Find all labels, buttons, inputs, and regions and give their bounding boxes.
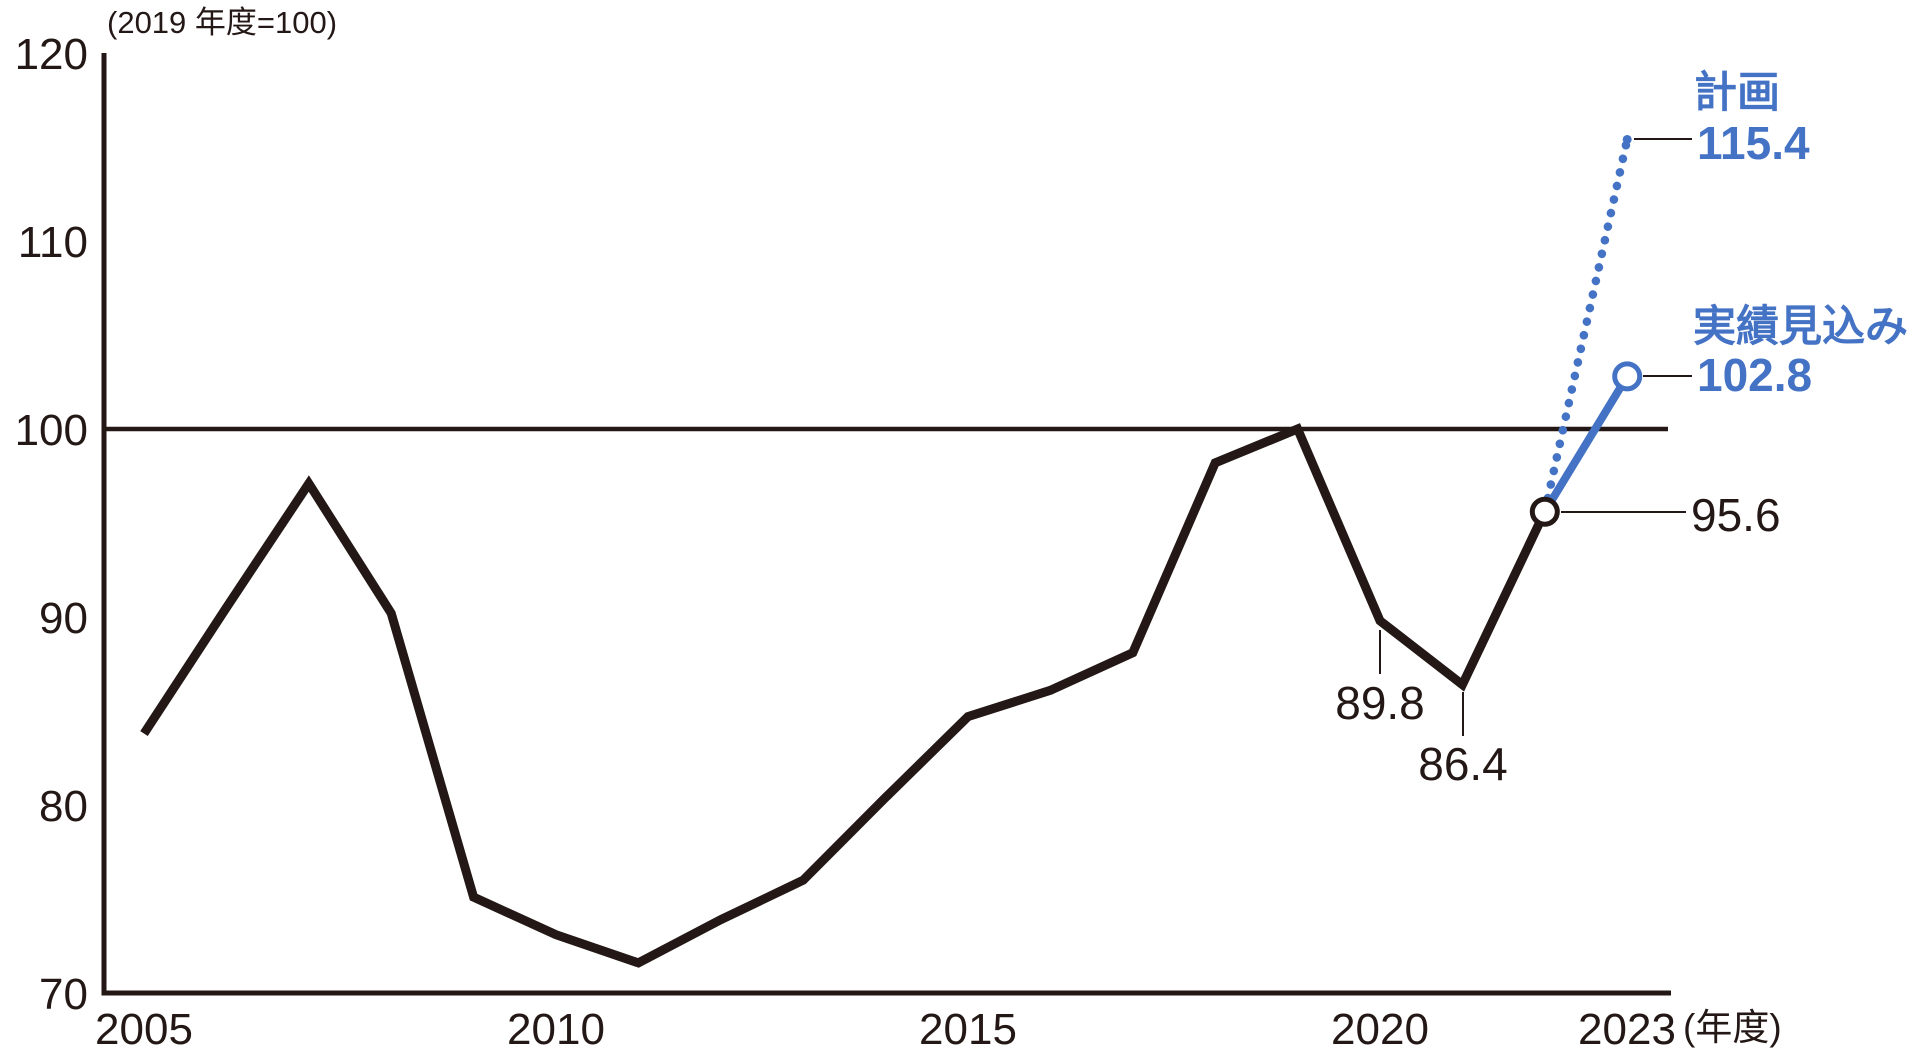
annotation-2020-value: 89.8 <box>1335 677 1425 729</box>
series-line-実績見込み <box>1541 374 1631 514</box>
annotation-2021-value: 86.4 <box>1418 738 1508 790</box>
ytick-120: 120 <box>15 30 88 79</box>
marker-layer <box>1529 134 1643 527</box>
ytick-80: 80 <box>39 782 88 831</box>
marker-2023-102.8 <box>1612 361 1643 392</box>
annotation-forecast-value: 102.8 <box>1697 349 1812 401</box>
series-layer <box>140 135 1632 968</box>
ytick-90: 90 <box>39 594 88 643</box>
ytick-100: 100 <box>15 406 88 455</box>
marker-2022-95.6 <box>1529 496 1560 527</box>
xtick-2010: 2010 <box>507 1005 605 1053</box>
series-line-実績 <box>140 423 1549 968</box>
marker-2023-115.4 <box>1622 134 1632 144</box>
x-axis-unit: (年度) <box>1683 1007 1782 1048</box>
ytick-70: 70 <box>39 970 88 1019</box>
annotation-plan-value: 115.4 <box>1697 117 1810 169</box>
series-line-計画 <box>1540 135 1632 516</box>
annotation-plan-name: 計画 <box>1694 69 1780 117</box>
xtick-2020: 2020 <box>1331 1005 1429 1053</box>
xtick-2005: 2005 <box>95 1005 193 1053</box>
annotation-2022-value: 95.6 <box>1691 489 1781 541</box>
unit-note: (2019 年度=100) <box>107 5 337 40</box>
ytick-110: 110 <box>18 218 88 267</box>
xtick-2015: 2015 <box>919 1005 1017 1053</box>
annotation-forecast-name: 実績見込み <box>1693 303 1907 351</box>
xtick-2023: 2023 <box>1578 1005 1676 1053</box>
